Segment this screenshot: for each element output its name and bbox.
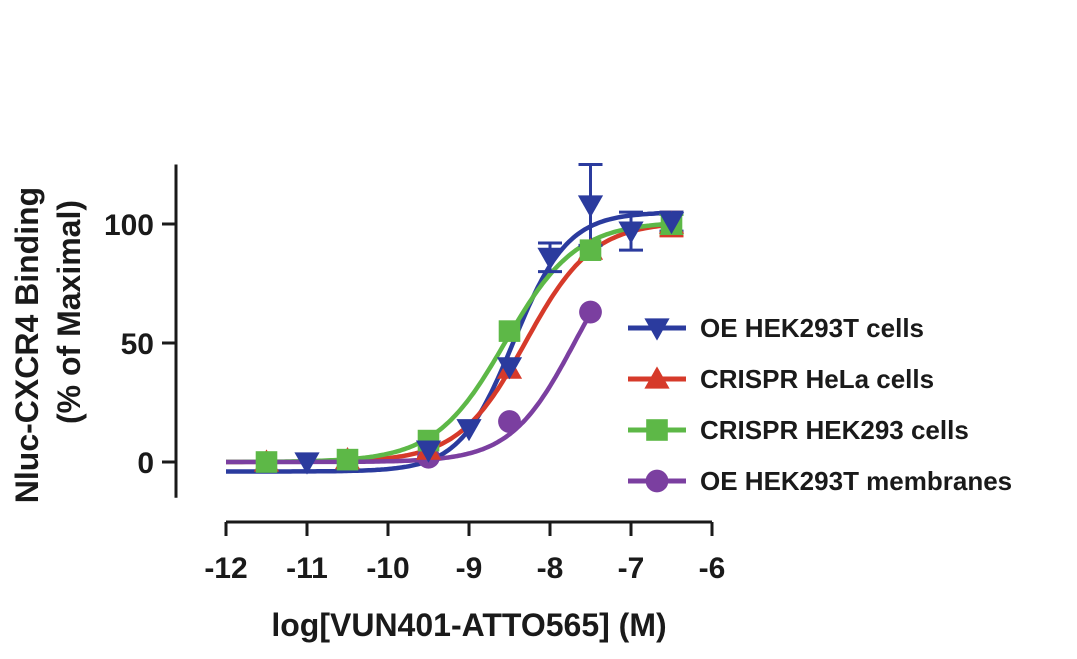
data-point-series-3	[579, 239, 602, 261]
fit-curve-4	[226, 312, 593, 465]
x-tick-label: -12	[204, 552, 247, 585]
y-tick-label: 0	[137, 447, 154, 480]
y-ticks: 0 50 100	[104, 209, 176, 480]
data-point-series-4	[498, 410, 521, 433]
data-point-series-3	[255, 451, 278, 473]
legend-marker-3	[646, 419, 668, 441]
legend-label-3: CRISPR HEK293 cells	[700, 415, 969, 445]
fit-curve-3	[226, 221, 672, 465]
y-axis-title-line2: (% of Maximal)	[51, 200, 87, 424]
data-point-series-3	[336, 448, 359, 471]
x-tick-label: -6	[699, 552, 726, 585]
x-ticks: -12 -11 -10 -9 -8 -7 -6	[204, 522, 725, 585]
data-point-series-1	[577, 195, 604, 218]
data-point-series-1	[294, 452, 320, 475]
y-axis-title-line1: Nluc-CXCR4 Binding	[9, 187, 45, 503]
data-point-series-3	[498, 320, 521, 342]
legend: OE HEK293T cells CRISPR HeLa cells CRISPR …	[628, 313, 1012, 496]
x-tick-label: -10	[366, 552, 409, 585]
data-point-series-1	[658, 212, 685, 235]
x-tick-label: -9	[456, 552, 483, 585]
axes: -12 -11 -10 -9 -8 -7 -6 0 50 100	[104, 164, 725, 585]
legend-label-4: OE HEK293T membranes	[700, 466, 1012, 496]
x-tick-label: -11	[286, 552, 328, 585]
legend-marker-2	[644, 366, 670, 389]
y-tick-label: 100	[104, 209, 154, 242]
fit-curves	[226, 210, 672, 474]
legend-label-2: CRISPR HeLa cells	[700, 364, 934, 394]
data-point-series-1	[537, 247, 563, 270]
legend-marker-4	[645, 469, 669, 493]
data-point-series-1	[496, 357, 523, 380]
data-point-series-1	[456, 419, 482, 442]
x-tick-label: -7	[618, 552, 645, 585]
data-point-series-1	[618, 221, 644, 244]
data-point-series-1	[415, 440, 442, 463]
x-axis-title: log[VUN401-ATTO565] (M)	[271, 607, 666, 643]
fit-curve-2	[226, 222, 672, 465]
data-points	[253, 195, 685, 475]
legend-marker-1	[644, 318, 670, 341]
data-point-series-4	[579, 300, 602, 324]
x-tick-label: -8	[537, 552, 564, 585]
legend-label-1: OE HEK293T cells	[700, 313, 924, 343]
y-tick-label: 50	[121, 328, 154, 361]
fit-curve-1	[226, 210, 672, 474]
